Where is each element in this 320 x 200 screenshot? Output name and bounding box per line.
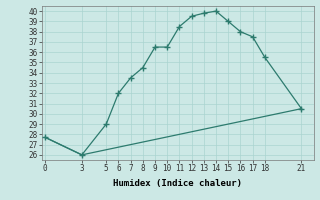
X-axis label: Humidex (Indice chaleur): Humidex (Indice chaleur) xyxy=(113,179,242,188)
